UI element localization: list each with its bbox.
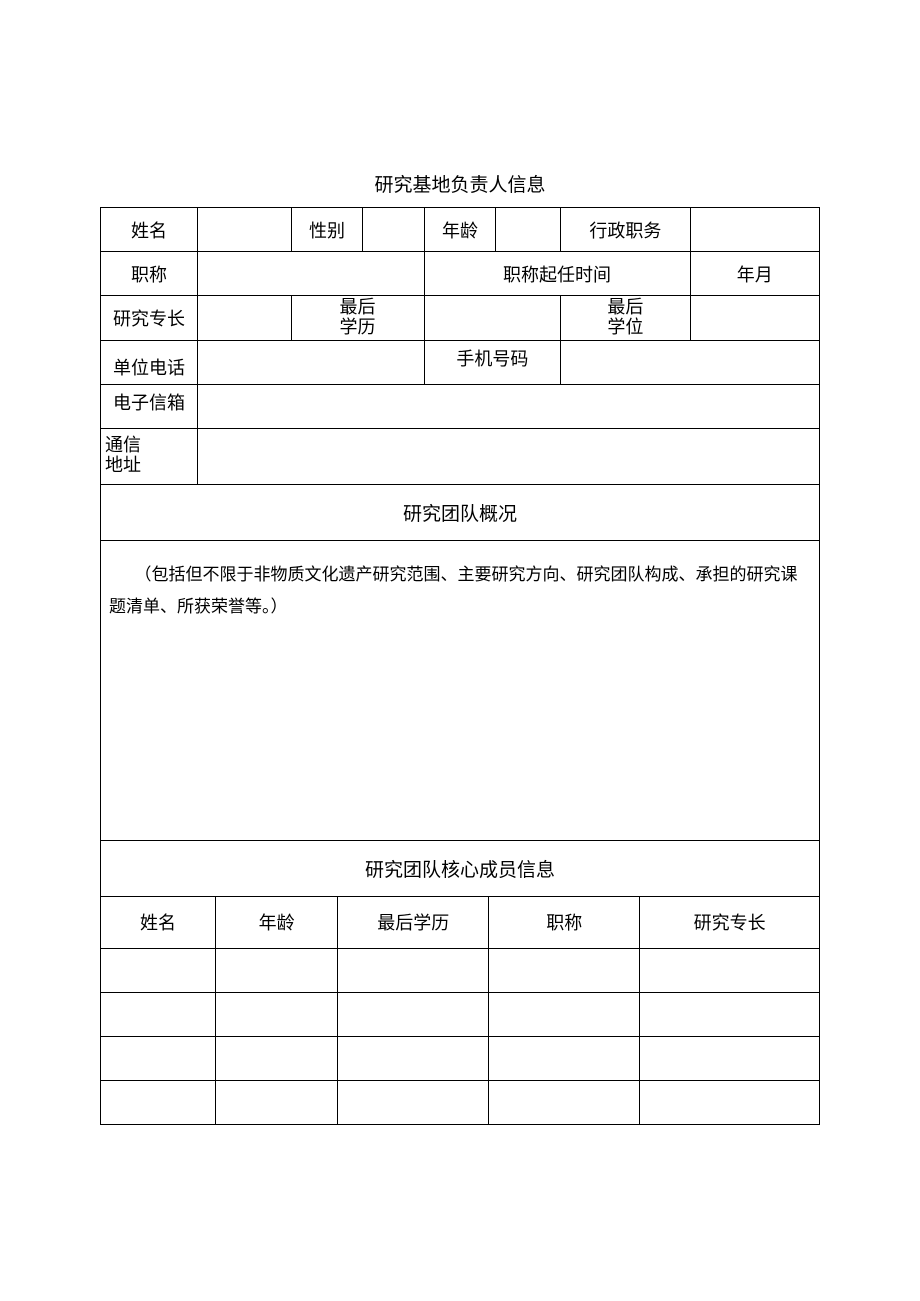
document-page: 研究基地负责人信息 姓名 性别 年龄 行政职务 职称 职称起任时间 年月: [0, 0, 920, 1225]
label-admin-position: 行政职务: [561, 208, 690, 252]
value-specialty[interactable]: [198, 296, 291, 341]
member-cell[interactable]: [216, 993, 338, 1037]
label-gender: 性别: [291, 208, 363, 252]
member-cell[interactable]: [101, 993, 216, 1037]
label-last-education: 最后 学历: [291, 296, 424, 341]
value-last-degree[interactable]: [690, 296, 819, 341]
col-specialty: 研究专长: [640, 897, 820, 949]
label-address: 通信 地址: [101, 428, 198, 484]
member-cell[interactable]: [338, 1081, 489, 1125]
member-cell[interactable]: [338, 949, 489, 993]
label-last-degree: 最后 学位: [561, 296, 690, 341]
col-education: 最后学历: [338, 897, 489, 949]
label-age: 年龄: [424, 208, 496, 252]
col-age: 年龄: [216, 897, 338, 949]
label-specialty: 研究专长: [101, 296, 198, 341]
value-gender[interactable]: [363, 208, 424, 252]
value-title-start[interactable]: 年月: [690, 252, 819, 296]
row-team-members-header: 研究团队核心成员信息: [101, 840, 820, 896]
label-email: 电子信箱: [101, 384, 198, 428]
row-email: 电子信箱: [101, 384, 820, 428]
label-address-2: 地址: [105, 456, 195, 476]
label-last-degree-2: 学位: [563, 318, 687, 338]
member-cell[interactable]: [338, 1037, 489, 1081]
value-admin-position[interactable]: [690, 208, 819, 252]
team-overview-description[interactable]: （包括但不限于非物质文化遗产研究范围、主要研究方向、研究团队构成、承担的研究课题…: [101, 540, 820, 840]
label-title-start: 职称起任时间: [424, 252, 690, 296]
label-last-education-2: 学历: [294, 318, 422, 338]
value-email[interactable]: [198, 384, 820, 428]
label-mobile: 手机号码: [424, 340, 561, 384]
member-cell[interactable]: [640, 949, 820, 993]
team-overview-header: 研究团队概况: [101, 484, 820, 540]
value-age[interactable]: [496, 208, 561, 252]
member-cell[interactable]: [216, 1037, 338, 1081]
value-name[interactable]: [198, 208, 291, 252]
row-team-overview-body: （包括但不限于非物质文化遗产研究范围、主要研究方向、研究团队构成、承担的研究课题…: [101, 540, 820, 840]
member-cell[interactable]: [489, 1037, 640, 1081]
label-address-1: 通信: [105, 436, 195, 456]
label-last-degree-1: 最后: [563, 298, 687, 318]
row-name: 姓名 性别 年龄 行政职务: [101, 208, 820, 252]
label-name: 姓名: [101, 208, 198, 252]
col-name: 姓名: [101, 897, 216, 949]
member-cell[interactable]: [101, 949, 216, 993]
section-title-leader-info: 研究基地负责人信息: [100, 170, 820, 197]
row-team-overview-header: 研究团队概况: [101, 484, 820, 540]
row-title: 职称 职称起任时间 年月: [101, 252, 820, 296]
row-specialty: 研究专长 最后 学历 最后 学位: [101, 296, 820, 341]
member-row: [101, 993, 820, 1037]
col-title: 职称: [489, 897, 640, 949]
value-last-education[interactable]: [424, 296, 561, 341]
label-unit-phone: 单位电话: [101, 340, 198, 384]
member-cell[interactable]: [489, 993, 640, 1037]
team-members-header: 研究团队核心成员信息: [101, 840, 820, 896]
member-cell[interactable]: [338, 993, 489, 1037]
member-cell[interactable]: [101, 1037, 216, 1081]
member-cell[interactable]: [216, 949, 338, 993]
member-cell[interactable]: [640, 993, 820, 1037]
member-row: [101, 1037, 820, 1081]
member-column-headers: 姓名 年龄 最后学历 职称 研究专长: [101, 897, 820, 949]
value-unit-phone[interactable]: [198, 340, 424, 384]
value-title[interactable]: [198, 252, 424, 296]
member-cell[interactable]: [101, 1081, 216, 1125]
label-last-education-1: 最后: [294, 298, 422, 318]
leader-info-table: 姓名 性别 年龄 行政职务 职称 职称起任时间 年月 研究专长 最后 学历 最后: [100, 207, 820, 897]
row-phone: 单位电话 手机号码: [101, 340, 820, 384]
team-overview-text: （包括但不限于非物质文化遗产研究范围、主要研究方向、研究团队构成、承担的研究课题…: [109, 565, 798, 616]
member-cell[interactable]: [640, 1037, 820, 1081]
team-members-table: 姓名 年龄 最后学历 职称 研究专长: [100, 897, 820, 1126]
member-cell[interactable]: [216, 1081, 338, 1125]
label-title: 职称: [101, 252, 198, 296]
value-mobile[interactable]: [561, 340, 820, 384]
member-row: [101, 1081, 820, 1125]
value-address[interactable]: [198, 428, 820, 484]
row-address: 通信 地址: [101, 428, 820, 484]
member-cell[interactable]: [640, 1081, 820, 1125]
member-row: [101, 949, 820, 993]
member-cell[interactable]: [489, 1081, 640, 1125]
member-cell[interactable]: [489, 949, 640, 993]
